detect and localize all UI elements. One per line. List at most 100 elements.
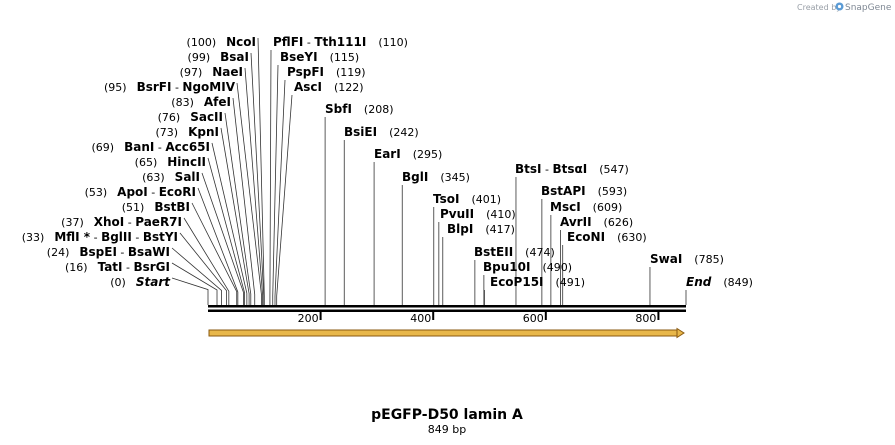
- enzyme-name: Bpu10I: [483, 260, 530, 274]
- site-label[interactable]: End (849): [686, 275, 753, 289]
- site-label[interactable]: (73) KpnI: [156, 125, 220, 139]
- site-label[interactable]: MscI (609): [550, 200, 622, 214]
- site-label[interactable]: SwaI (785): [650, 252, 724, 266]
- site-tati[interactable]: (16) TatI - BsrGI: [65, 260, 170, 274]
- site-start[interactable]: (0) Start: [110, 275, 171, 289]
- site-bstapi[interactable]: BstAPI (593): [541, 184, 627, 198]
- site-label[interactable]: (24) BspEI - BsaWI: [47, 245, 170, 259]
- site-line: [232, 97, 256, 305]
- enzyme-name: EarI: [374, 147, 401, 161]
- enzyme-name: BglII: [101, 230, 132, 244]
- site-label[interactable]: PspFI (119): [287, 65, 366, 79]
- site-xhoi[interactable]: (37) XhoI - PaeR7I: [61, 215, 182, 229]
- site-label[interactable]: (99) BsaI: [188, 50, 249, 64]
- site-apoi[interactable]: (53) ApoI - EcoRI: [85, 185, 196, 199]
- site-avrii[interactable]: AvrII (626): [560, 215, 633, 229]
- feature-bar[interactable]: [208, 329, 678, 337]
- site-label[interactable]: BglI (345): [402, 170, 470, 184]
- site-label[interactable]: PvuII (410): [440, 207, 516, 221]
- site-line: [257, 37, 265, 305]
- site-label[interactable]: (37) XhoI - PaeR7I: [61, 215, 182, 229]
- site-pvuii[interactable]: PvuII (410): [440, 207, 516, 221]
- site-asci[interactable]: AscI (122): [294, 80, 364, 94]
- site-bstbi[interactable]: (51) BstBI: [122, 200, 190, 214]
- site-label[interactable]: (69) BanI - Acc65I: [91, 140, 210, 154]
- tick-label: 800: [635, 312, 656, 325]
- site-label[interactable]: (65) HincII: [135, 155, 206, 169]
- enzyme-name: BtsI: [515, 162, 542, 176]
- enzyme-name: BsrFI: [137, 80, 172, 94]
- enzyme-name: BspEI: [79, 245, 117, 259]
- enzyme-name: NgoMIV: [182, 80, 235, 94]
- site-bgli[interactable]: BglI (345): [402, 170, 470, 184]
- site-label[interactable]: (33) MflI * - BglII - BstYI: [22, 230, 178, 244]
- site-naei[interactable]: (97) NaeI: [180, 65, 243, 79]
- site-label[interactable]: (51) BstBI: [122, 200, 190, 214]
- site-label[interactable]: (16) TatI - BsrGI: [65, 260, 170, 274]
- sequence-backbone: [208, 305, 686, 312]
- site-bsteii[interactable]: BstEII (474): [474, 245, 555, 259]
- site-kpni[interactable]: (73) KpnI: [156, 125, 220, 139]
- site-label[interactable]: AvrII (626): [560, 215, 633, 229]
- site-bseyi[interactable]: BseYI (115): [280, 50, 359, 64]
- site-line: [191, 202, 238, 305]
- site-btsi[interactable]: BtsI - BtsαI (547): [515, 162, 629, 176]
- site-label[interactable]: (83) AfeI: [171, 95, 231, 109]
- site-label[interactable]: BseYI (115): [280, 50, 359, 64]
- site-label[interactable]: EarI (295): [374, 147, 442, 161]
- site-label[interactable]: EcoNI (630): [567, 230, 647, 244]
- enzyme-name: Start: [136, 275, 171, 289]
- site-label[interactable]: (95) BsrFI - NgoMIV: [104, 80, 236, 94]
- site-tsoi[interactable]: TsoI (401): [433, 192, 501, 206]
- site-label[interactable]: (76) SacII: [158, 110, 223, 124]
- site-bpu10i[interactable]: Bpu10I (490): [483, 260, 572, 274]
- site-label[interactable]: SbfI (208): [325, 102, 394, 116]
- feature-arrow[interactable]: [208, 327, 685, 339]
- feature-arrowhead[interactable]: [676, 327, 685, 339]
- site-blpi[interactable]: BlpI (417): [447, 222, 515, 236]
- site-ecop15i[interactable]: EcoP15I (491): [490, 275, 585, 289]
- site-line: [171, 277, 209, 305]
- site-label[interactable]: (63) SalI: [142, 170, 200, 184]
- site-label[interactable]: Bpu10I (490): [483, 260, 572, 274]
- site-label[interactable]: (0) Start: [110, 275, 171, 289]
- site-label[interactable]: TsoI (401): [433, 192, 501, 206]
- site-end[interactable]: End (849): [686, 275, 753, 289]
- site-label[interactable]: BsiEI (242): [344, 125, 419, 139]
- site-afei[interactable]: (83) AfeI: [171, 95, 231, 109]
- site-label[interactable]: BstAPI (593): [541, 184, 627, 198]
- site-pflfi[interactable]: PflFI - Tth111I (110): [273, 35, 408, 49]
- site-bsrfi[interactable]: (95) BsrFI - NgoMIV: [104, 80, 236, 94]
- site-label[interactable]: BstEII (474): [474, 245, 555, 259]
- site-label[interactable]: BlpI (417): [447, 222, 515, 236]
- enzyme-name: BanI: [124, 140, 154, 154]
- site-bani[interactable]: (69) BanI - Acc65I: [91, 140, 210, 154]
- enzyme-name: XhoI: [94, 215, 125, 229]
- site-ncoi[interactable]: (100) NcoI: [187, 35, 256, 49]
- site-sbfi[interactable]: SbfI (208): [325, 102, 394, 116]
- site-position: (295): [413, 148, 443, 161]
- site-econi[interactable]: EcoNI (630): [567, 230, 647, 244]
- site-pspfi[interactable]: PspFI (119): [287, 65, 366, 79]
- site-position: (593): [598, 185, 628, 198]
- site-label[interactable]: (100) NcoI: [187, 35, 256, 49]
- enzyme-name: NaeI: [212, 65, 243, 79]
- site-swai[interactable]: SwaI (785): [650, 252, 724, 266]
- site-label[interactable]: BtsI - BtsαI (547): [515, 162, 629, 176]
- site-label[interactable]: EcoP15I (491): [490, 275, 585, 289]
- site-bsai[interactable]: (99) BsaI: [188, 50, 249, 64]
- site-eari[interactable]: EarI (295): [374, 147, 442, 161]
- site-label[interactable]: (97) NaeI: [180, 65, 243, 79]
- enzyme-name: Acc65I: [165, 140, 210, 154]
- site-bspei[interactable]: (24) BspEI - BsaWI: [47, 245, 170, 259]
- site-hincii[interactable]: (65) HincII: [135, 155, 206, 169]
- site-bsiei[interactable]: BsiEI (242): [344, 125, 419, 139]
- site-sacii[interactable]: (76) SacII: [158, 110, 223, 124]
- site-label[interactable]: AscI (122): [294, 80, 364, 94]
- site-mfli[interactable]: (33) MflI * - BglII - BstYI: [22, 230, 178, 244]
- site-msci[interactable]: MscI (609): [550, 200, 622, 214]
- site-label[interactable]: (53) ApoI - EcoRI: [85, 185, 196, 199]
- site-line: [201, 172, 244, 305]
- site-label[interactable]: PflFI - Tth111I (110): [273, 35, 408, 49]
- site-sali[interactable]: (63) SalI: [142, 170, 200, 184]
